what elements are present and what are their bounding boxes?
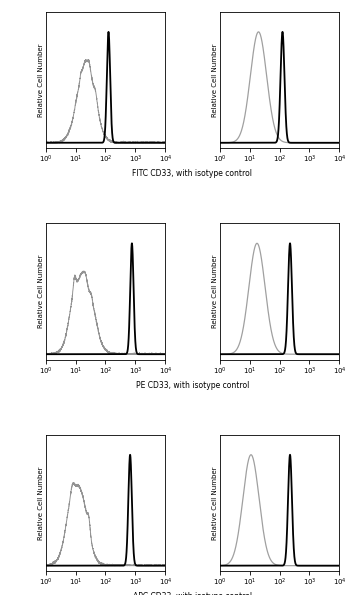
Y-axis label: Relative Cell Number: Relative Cell Number [38, 43, 44, 117]
Y-axis label: Relative Cell Number: Relative Cell Number [38, 255, 44, 328]
Text: APC CD33, with isotype control: APC CD33, with isotype control [133, 592, 252, 595]
Text: PE CD33, with isotype control: PE CD33, with isotype control [136, 381, 249, 390]
Y-axis label: Relative Cell Number: Relative Cell Number [212, 255, 218, 328]
Text: FITC CD33, with isotype control: FITC CD33, with isotype control [133, 169, 252, 178]
Y-axis label: Relative Cell Number: Relative Cell Number [38, 466, 44, 540]
Y-axis label: Relative Cell Number: Relative Cell Number [212, 466, 218, 540]
Y-axis label: Relative Cell Number: Relative Cell Number [212, 43, 218, 117]
